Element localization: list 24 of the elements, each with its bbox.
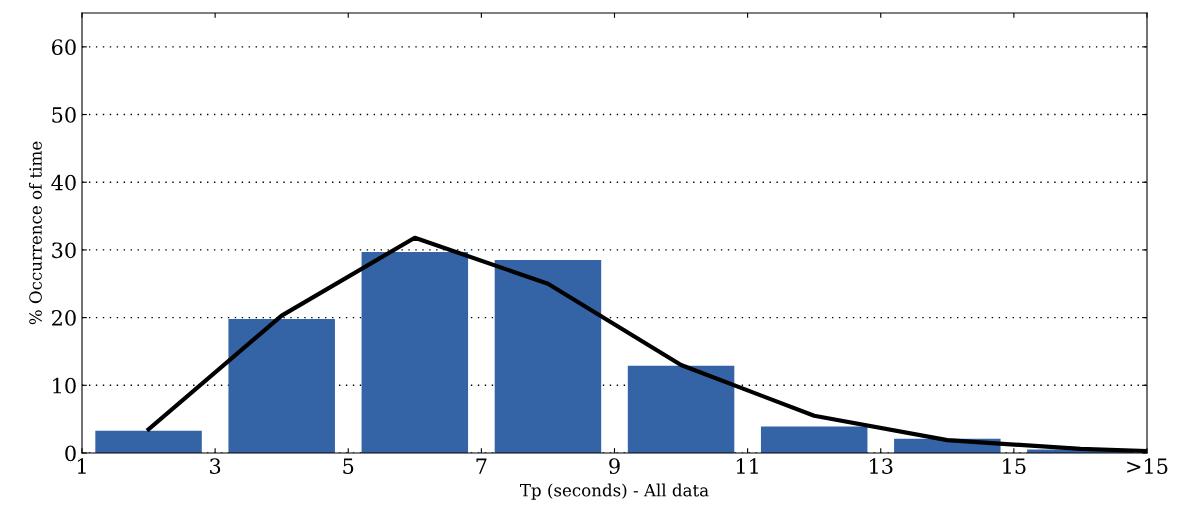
y-axis-title: % Occurrence of time [28,141,42,325]
x-tick-label: 13 [870,458,893,474]
x-axis-title: Tp (seconds) - All data [520,483,709,500]
x-tick-label: 5 [343,458,354,474]
x-tick-label: >15 [1127,458,1168,474]
bar [95,430,202,453]
y-tick-label: 50 [52,106,76,123]
x-tick-label: 15 [1003,458,1026,474]
x-tick-label: 1 [77,458,86,474]
bar [361,251,469,453]
y-tick-label: 30 [52,242,76,259]
y-tick-label: 40 [51,174,76,191]
y-tick-label: 0 [65,445,76,462]
bar [228,318,335,453]
x-tick-label: 3 [210,458,221,474]
y-tick-label: 20 [52,310,76,326]
bar [760,426,868,453]
bar [494,260,602,453]
x-tick-label: 9 [609,458,620,474]
bar [627,365,735,453]
x-tick-label: 7 [476,458,487,474]
y-tick-label: 10 [53,377,76,394]
x-tick-label: 11 [736,458,758,474]
y-tick-label: 60 [52,39,76,56]
